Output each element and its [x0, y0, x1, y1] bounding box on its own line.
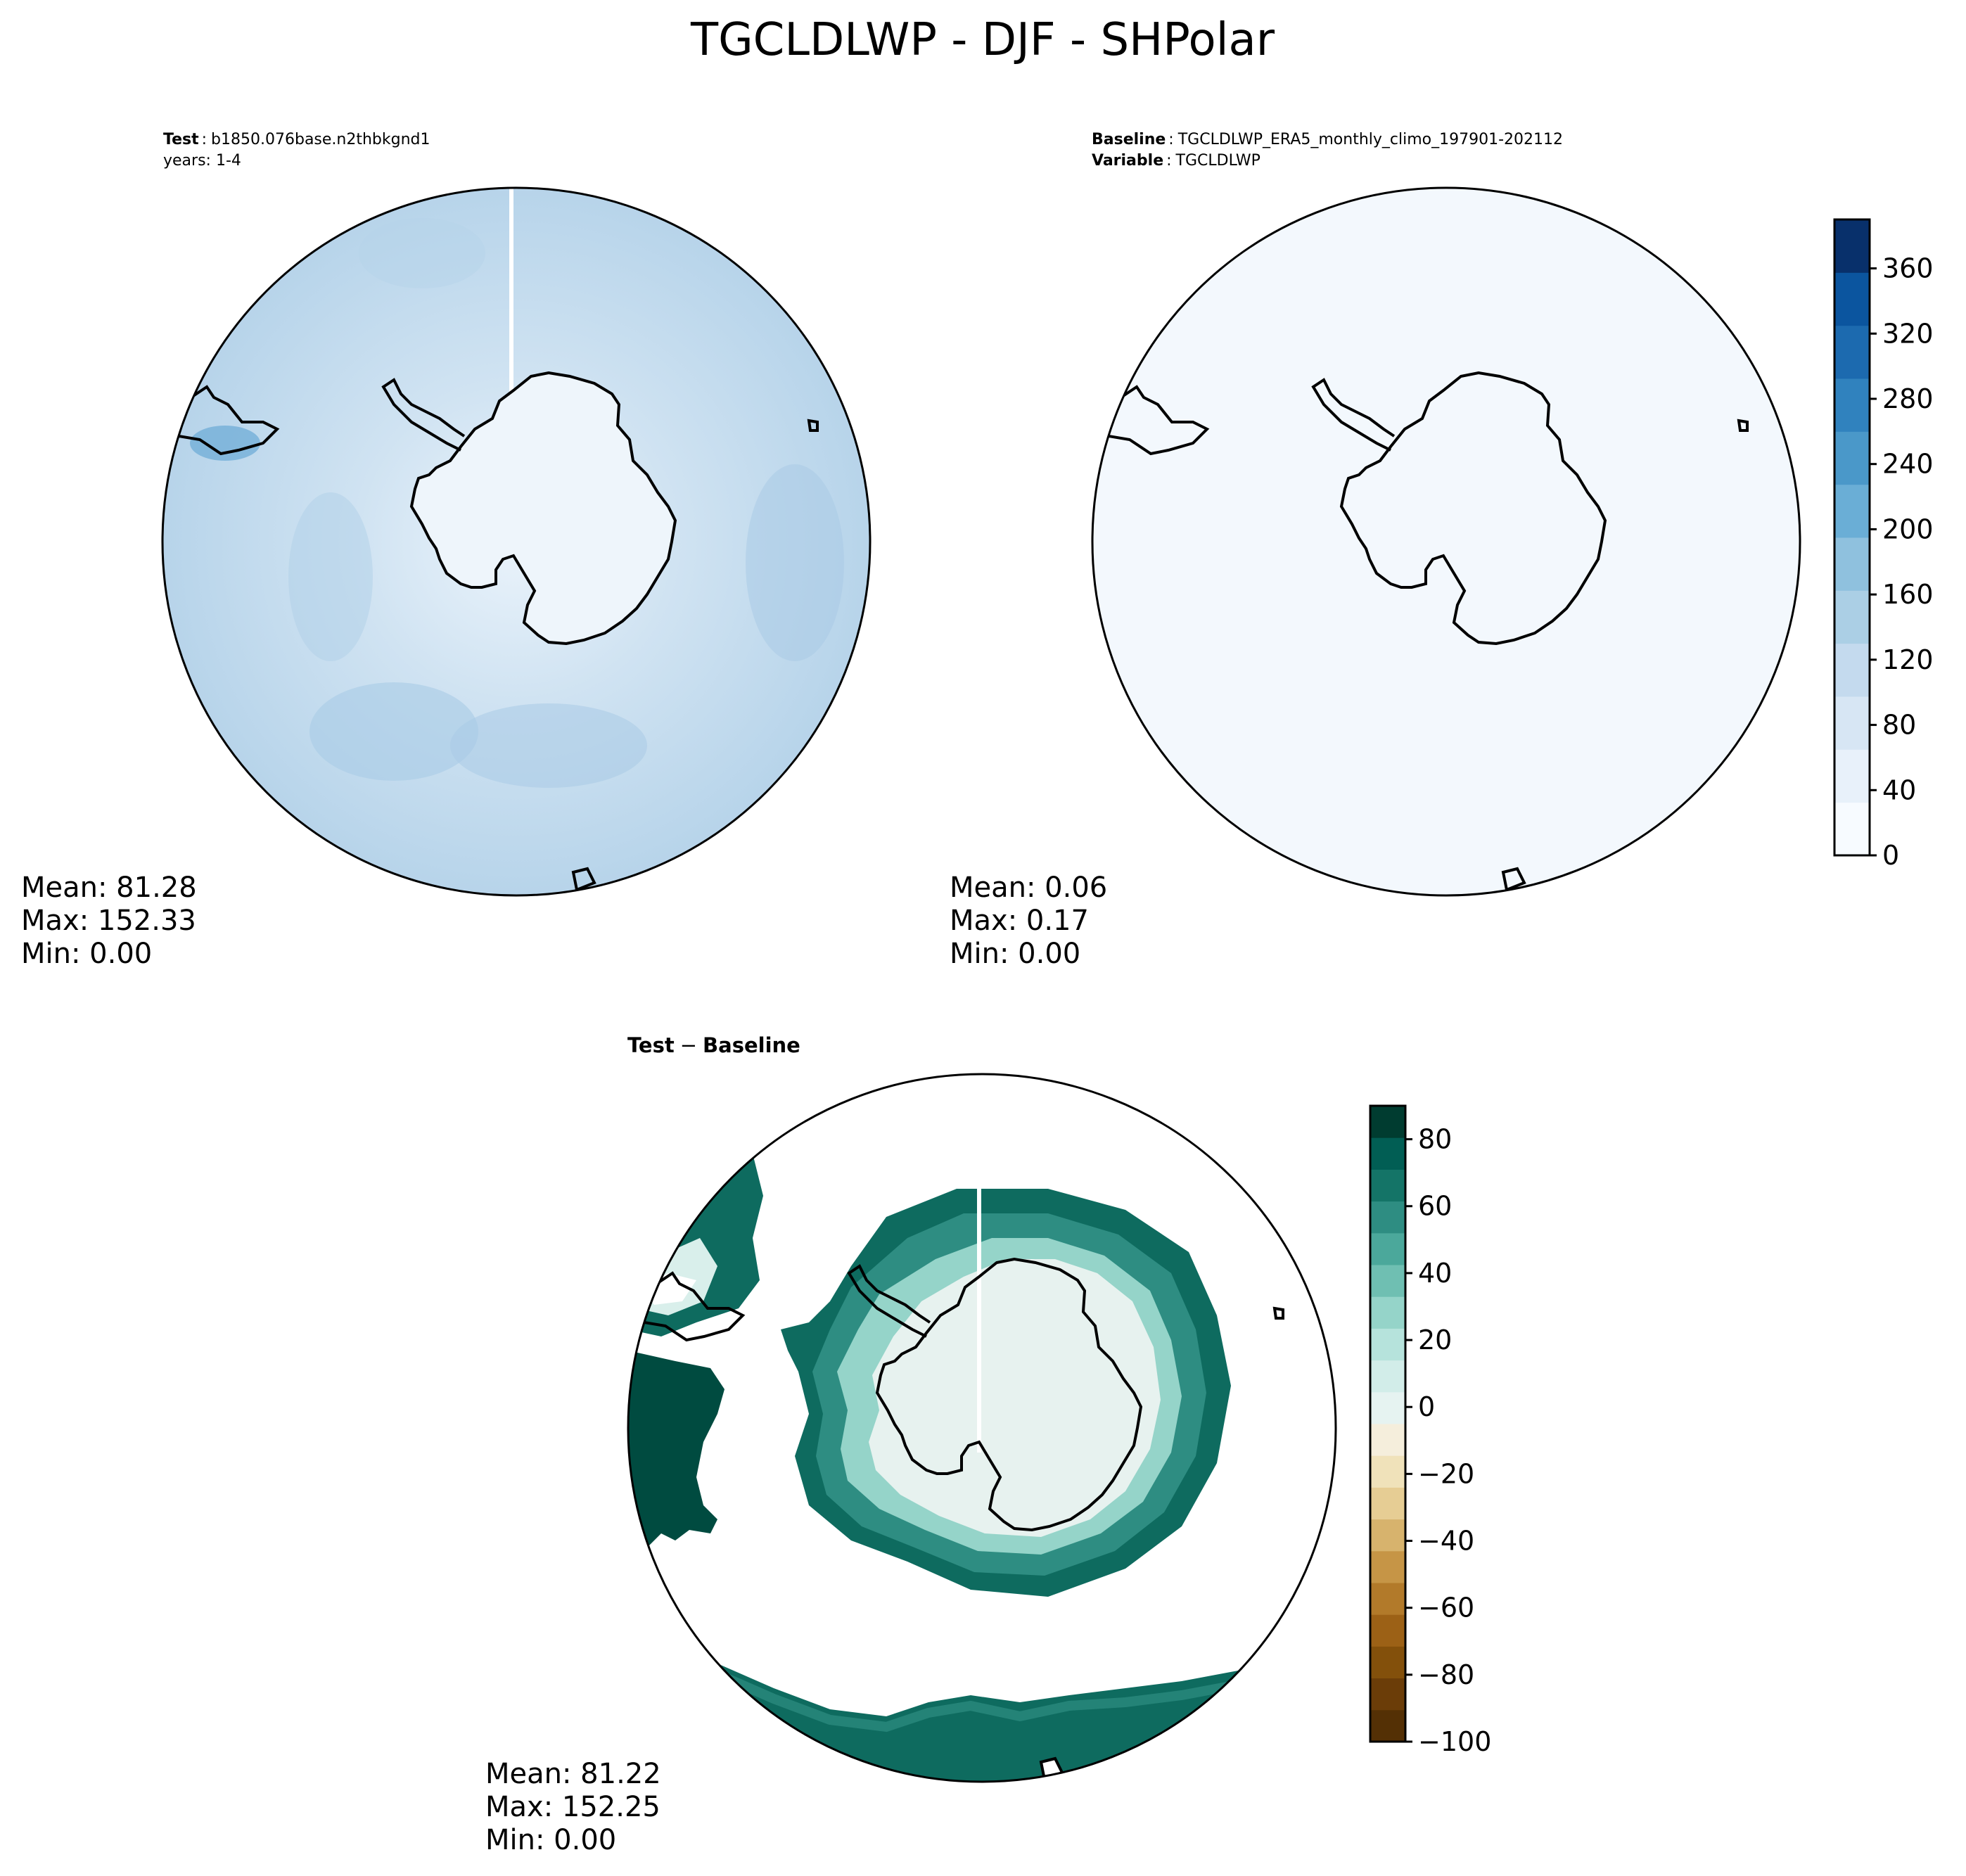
diff-max: Max: 152.25: [485, 1791, 660, 1823]
test-map-border: [161, 186, 872, 897]
test-max: Max: 152.33: [21, 905, 196, 937]
panel-baseline-label: Baseline: TGCLDLWP_ERA5_monthly_climo_197…: [1092, 131, 1563, 148]
baseline-mean: Mean: 0.06: [950, 872, 1107, 904]
colorbar-segment: [1370, 1296, 1405, 1329]
colorbar-segment: [1370, 1201, 1405, 1234]
colorbar-segment: [1370, 1424, 1405, 1456]
colorbar-tick-label: −20: [1418, 1458, 1474, 1489]
colorbar-segment: [1370, 1169, 1405, 1202]
colorbar-segment: [1370, 1709, 1405, 1742]
baseline-max: Max: 0.17: [950, 905, 1089, 937]
colorbar-segment: [1370, 1678, 1405, 1711]
panel-test-years: years: 1-4: [163, 152, 241, 170]
colorbar-segment: [1370, 1646, 1405, 1679]
panel-test: Test: b1850.076base.n2thbkgnd1 years: 1-4: [21, 131, 872, 970]
colorbar-tick-label: 80: [1882, 710, 1916, 741]
colorbar-border: [1369, 1104, 1407, 1743]
colorbar-segment: [1370, 1328, 1405, 1361]
colorbar-tick-label: −80: [1418, 1659, 1474, 1690]
difference-map: [628, 1074, 1336, 1782]
colorbar-segment: [1370, 1519, 1405, 1552]
colorbar-tick-label: 0: [1882, 840, 1899, 871]
colorbar-segment: [1370, 1614, 1405, 1647]
figure-title: TGCLDLWP - DJF - SHPolar: [690, 14, 1275, 66]
colorbar-segment: [1834, 749, 1870, 803]
colorbar-segment: [1834, 272, 1870, 326]
colorbar-tick-label: 40: [1418, 1258, 1452, 1289]
colorbar-tick-label: −40: [1418, 1526, 1474, 1557]
baseline-min: Min: 0.00: [950, 938, 1080, 970]
colorbar-segment: [1834, 696, 1870, 750]
colorbar-segment: [1834, 537, 1870, 591]
colorbar-segment: [1370, 1137, 1405, 1170]
test-mean: Mean: 81.28: [21, 872, 197, 904]
colorbar-tick-label: 240: [1882, 449, 1934, 480]
colorbar-tick-label: −60: [1418, 1593, 1474, 1623]
colorbar-difference: −100 −80 −60 −40 −20 0 20 40 60 80: [1369, 1104, 1491, 1757]
colorbar-segment: [1370, 1455, 1405, 1488]
colorbar-tick-label: 0: [1418, 1391, 1435, 1422]
colorbar-tick-label: 320: [1882, 318, 1934, 349]
colorbar-segment: [1370, 1265, 1405, 1297]
difference-map-border: [627, 1073, 1337, 1783]
colorbar-tick-label: 160: [1882, 579, 1934, 610]
colorbar-tick-label: 40: [1882, 774, 1916, 805]
diff-min: Min: 0.00: [485, 1824, 616, 1856]
colorbar-segment: [1834, 590, 1870, 644]
colorbar-tick-label: 120: [1882, 644, 1934, 675]
panel-baseline: Baseline: TGCLDLWP_ERA5_monthly_climo_197…: [950, 131, 1801, 970]
panel-diff-label: Test − Baseline: [627, 1033, 800, 1057]
colorbar-segment: [1834, 325, 1870, 379]
colorbar-segment: [1370, 1391, 1405, 1424]
colorbar-segment: [1834, 378, 1870, 432]
colorbar-absolute: 0 40 80 120 160 200 240 280 320 360: [1833, 218, 1934, 871]
colorbar-tick-label: −100: [1418, 1726, 1491, 1757]
colorbar-segment: [1370, 1487, 1405, 1520]
colorbar-segment: [1834, 802, 1870, 856]
panel-baseline-variable: Variable: TGCLDLWP: [1092, 152, 1260, 170]
colorbar-tick-label: 60: [1418, 1191, 1452, 1222]
colorbar-tick-label: 360: [1882, 253, 1934, 284]
panel-test-label: Test: b1850.076base.n2thbkgnd1: [163, 131, 430, 148]
panel-difference: Test − Baseline: [485, 1033, 1337, 1856]
test-map: [162, 188, 870, 895]
colorbar-segment: [1834, 219, 1870, 273]
colorbar-segment: [1370, 1106, 1405, 1138]
colorbar-segment: [1834, 431, 1870, 485]
colorbar-tick-label: 200: [1882, 513, 1934, 544]
baseline-map-border: [1091, 186, 1801, 897]
colorbar-segment: [1370, 1550, 1405, 1583]
baseline-map: [1092, 188, 1800, 895]
colorbar-tick-label: 80: [1418, 1124, 1452, 1155]
colorbar-tick-label: 20: [1418, 1325, 1452, 1355]
colorbar-segment: [1834, 643, 1870, 697]
diff-mean: Mean: 81.22: [485, 1758, 661, 1790]
colorbar-segment: [1370, 1360, 1405, 1393]
colorbar-border: [1833, 218, 1871, 857]
test-min: Min: 0.00: [21, 938, 152, 970]
colorbar-segment: [1834, 484, 1870, 538]
colorbar-tick-label: 280: [1882, 383, 1934, 414]
colorbar-segment: [1370, 1232, 1405, 1265]
colorbar-segment: [1370, 1583, 1405, 1615]
